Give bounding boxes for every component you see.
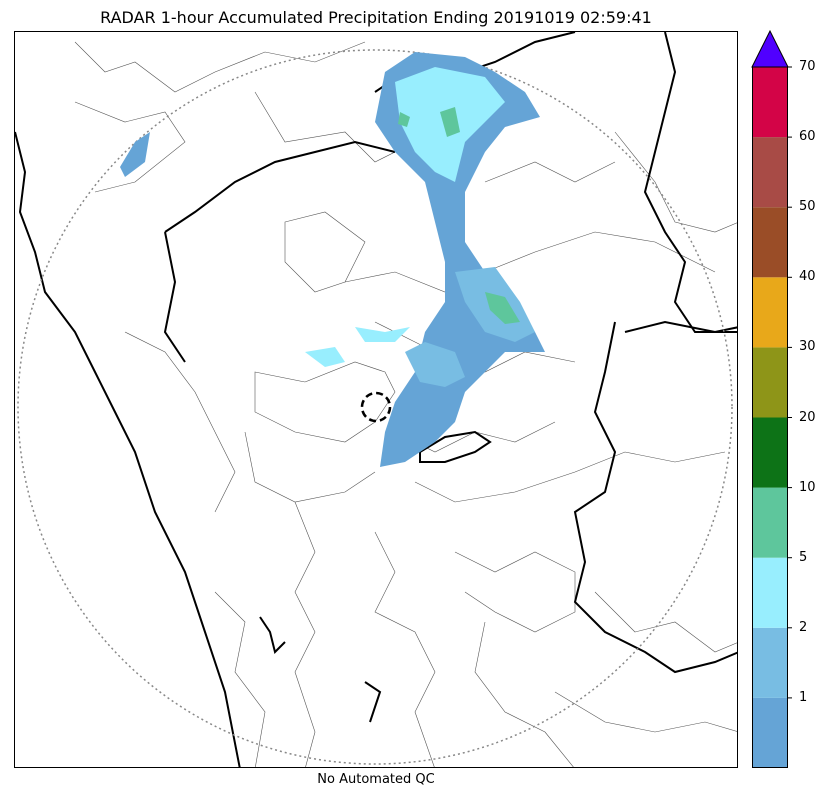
radar-map-svg: [15, 32, 737, 767]
colorbar-segment: [752, 207, 788, 278]
colorbar-segment: [752, 137, 788, 208]
colorbar-tick-label: 40: [799, 269, 816, 285]
colorbar-tick-label: 1: [799, 689, 808, 705]
colorbar: [751, 29, 792, 768]
radar-map[interactable]: [14, 31, 738, 768]
colorbar-segment: [752, 67, 788, 138]
state-boundaries: [15, 32, 737, 767]
colorbar-segment: [752, 277, 788, 348]
colorbar-extend-arrow: [751, 29, 789, 68]
colorbar-svg: [751, 29, 792, 768]
colorbar-segment: [752, 627, 788, 698]
map-title: RADAR 1-hour Accumulated Precipitation E…: [100, 8, 652, 27]
colorbar-segment: [752, 487, 788, 558]
colorbar-segment: [752, 557, 788, 628]
colorbar-tick-label: 60: [799, 129, 816, 145]
colorbar-tick-label: 10: [799, 479, 816, 495]
colorbar-segment: [752, 417, 788, 488]
colorbar-tick-label: 30: [799, 339, 816, 355]
colorbar-segment: [752, 697, 788, 768]
colorbar-tick-label: 70: [799, 59, 816, 74]
colorbar-tick-label: 50: [799, 199, 816, 215]
colorbar-segment: [752, 347, 788, 418]
district-boundaries: [74, 41, 737, 767]
colorbar-tick-label: 2: [799, 619, 808, 635]
radar-range-ring: [17, 49, 733, 765]
precipitation-areas: [120, 52, 545, 467]
qc-caption: No Automated QC: [317, 772, 435, 787]
radar-site-marker: [360, 391, 392, 423]
colorbar-border: [752, 66, 788, 768]
colorbar-tick-label: 5: [799, 549, 808, 565]
colorbar-tick-label: 20: [799, 409, 816, 425]
